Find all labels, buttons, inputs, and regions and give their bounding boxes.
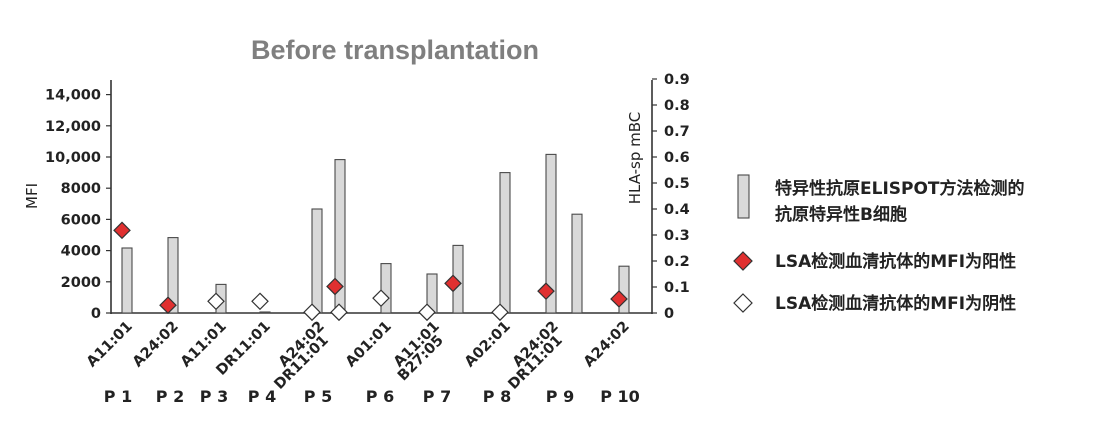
legend-negative-diamond-icon (733, 293, 753, 313)
category-label: A11:01 (84, 319, 136, 371)
left-tick-label: 4000 (61, 244, 101, 260)
legend-negative-label: LSA检测血清抗体的MFI为阴性 (775, 293, 1016, 314)
right-tick-label: 0 (664, 306, 674, 322)
elispot-bar (571, 213, 583, 314)
negative-mfi-diamond (491, 303, 509, 322)
positive-mfi-diamond (326, 277, 344, 296)
positive-mfi-diamond (444, 274, 462, 293)
patient-label: P 4 (248, 387, 276, 406)
right-axis: 0 0.1 0.2 0.3 0.4 0.5 0.6 0.7 0.8 0.9 HLA-sp mBC (626, 72, 690, 322)
patient-label: P 1 (104, 387, 132, 406)
elispot-bar (121, 247, 133, 314)
legend-bar-label-line2: 抗原特异性B细胞 (775, 204, 907, 225)
elispot-bar (311, 208, 323, 314)
negative-mfi-diamond (418, 303, 436, 322)
patient-label: P 10 (600, 387, 640, 406)
category-label: A02:01 (462, 319, 514, 371)
negative-mfi-diamond (207, 292, 225, 311)
patient-label: P 3 (200, 387, 228, 406)
right-tick-label: 0.1 (664, 280, 690, 296)
negative-mfi-diamond (330, 303, 348, 322)
elispot-bar (380, 263, 392, 314)
legend-bar-swatch (737, 174, 750, 219)
right-tick-label: 0.3 (664, 228, 690, 244)
positive-mfi-diamond (610, 290, 628, 308)
chart-title: Before transplantation (251, 35, 539, 65)
category-label: A01:01 (343, 319, 395, 371)
left-axis-ticks: 0 2000 4000 6000 8000 10,000 12,000 14,000 (45, 88, 111, 322)
left-axis-title: MFI (23, 183, 41, 209)
left-axis: 0 2000 4000 6000 8000 10,000 12,000 14,000 MFI (23, 80, 112, 322)
legend-bar-label-line1: 特异性抗原ELISPOT方法检测的 (775, 178, 1025, 199)
right-tick-label: 0.9 (664, 72, 690, 88)
left-tick-label: 6000 (61, 212, 101, 228)
negative-mfi-diamond (372, 289, 390, 308)
positive-mfi-diamond (113, 221, 131, 240)
left-tick-label: 14,000 (45, 88, 101, 104)
left-tick-label: 2000 (61, 275, 101, 291)
positive-mfi-diamond (159, 296, 177, 315)
elispot-bar (259, 311, 271, 314)
right-tick-label: 0.7 (664, 124, 690, 140)
elispot-bar (545, 153, 557, 314)
elispot-bar (618, 265, 630, 314)
legend: 特异性抗原ELISPOT方法检测的 抗原特异性B细胞 LSA检测血清抗体的MFI… (733, 174, 1025, 314)
patient-label: P 6 (366, 387, 394, 406)
legend-positive-diamond-icon (733, 251, 753, 271)
patient-label: P 8 (483, 387, 511, 406)
right-tick-label: 0.5 (664, 176, 690, 192)
elispot-bar (167, 237, 179, 314)
patient-label: P 2 (156, 387, 184, 406)
category-label: A24:02 (130, 319, 182, 371)
right-tick-label: 0.6 (664, 150, 690, 166)
right-tick-label: 0.2 (664, 254, 690, 270)
right-axis-title: HLA-sp mBC (626, 112, 644, 205)
right-tick-label: 0.4 (664, 202, 690, 218)
left-tick-label: 12,000 (45, 119, 101, 135)
patient-labels: P 1 P 2 P 3 P 4 P 5 P 6 P 7 P 8 P 9 P 10 (104, 387, 640, 406)
left-tick-label: 8000 (61, 181, 101, 197)
elispot-bar (499, 172, 511, 314)
right-axis-ticks: 0 0.1 0.2 0.3 0.4 0.5 0.6 0.7 0.8 0.9 (652, 72, 690, 322)
marker-series (113, 221, 628, 322)
bar-series (121, 153, 630, 314)
legend-positive-label: LSA检测血清抗体的MFI为阳性 (775, 251, 1016, 272)
left-tick-label: 10,000 (45, 150, 101, 166)
left-tick-label: 0 (91, 306, 101, 322)
patient-label: P 9 (546, 387, 574, 406)
negative-mfi-diamond (303, 303, 321, 322)
patient-label: P 5 (304, 387, 332, 406)
negative-mfi-diamond (251, 292, 269, 311)
positive-mfi-diamond (537, 282, 555, 301)
right-tick-label: 0.8 (664, 98, 690, 114)
category-label: A24:02 (581, 319, 633, 371)
patient-label: P 7 (423, 387, 451, 406)
